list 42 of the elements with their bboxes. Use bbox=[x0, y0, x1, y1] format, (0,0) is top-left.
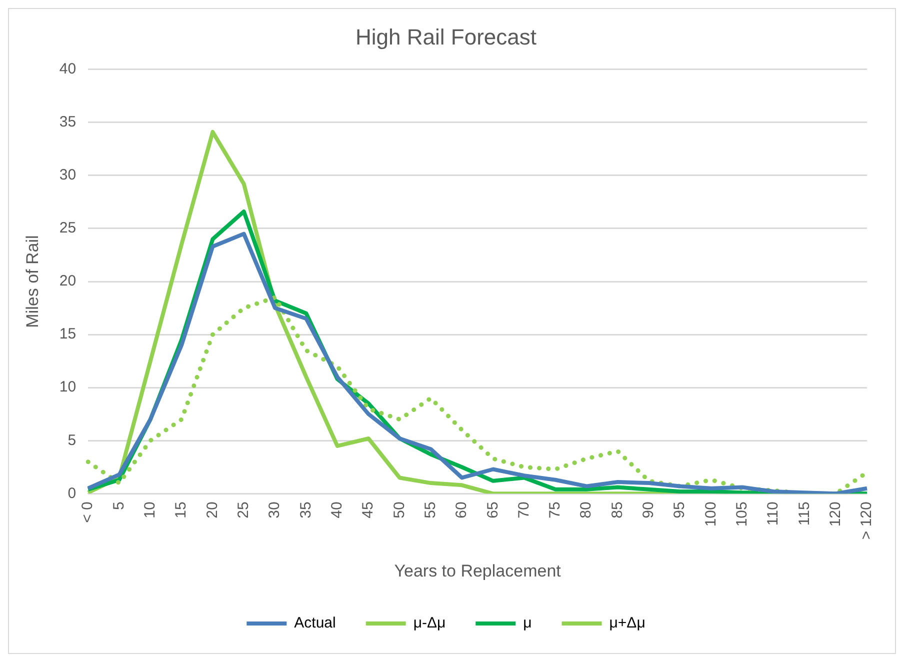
y-axis-title: Miles of Rail bbox=[22, 235, 42, 328]
y-tick-label: 15 bbox=[59, 326, 76, 343]
y-tick-label: 0 bbox=[68, 484, 76, 502]
x-tick-label: 85 bbox=[608, 502, 626, 518]
x-tick-label: 115 bbox=[796, 502, 813, 526]
y-tick-label: 10 bbox=[59, 378, 76, 396]
x-tick-label: 20 bbox=[204, 502, 221, 518]
x-axis-title: Years to Replacement bbox=[394, 561, 562, 580]
y-tick-label: 25 bbox=[59, 220, 76, 237]
x-tick-label: 45 bbox=[360, 502, 377, 518]
x-tick-label: 120 bbox=[826, 502, 844, 527]
x-tick-label: 100 bbox=[702, 502, 720, 527]
x-tick-label: 70 bbox=[515, 502, 532, 518]
chart-title: High Rail Forecast bbox=[356, 24, 536, 50]
x-tick-label: 90 bbox=[640, 502, 658, 518]
legend-label: μ-Δμ bbox=[413, 614, 446, 632]
x-tick-label: 30 bbox=[266, 502, 284, 518]
x-tick-label: > 120 bbox=[858, 502, 876, 540]
x-tick-label: 50 bbox=[390, 502, 408, 518]
x-tick-label: 40 bbox=[328, 502, 346, 518]
y-tick-label: 5 bbox=[68, 432, 76, 449]
x-tick-label: 110 bbox=[764, 502, 782, 526]
legend-label: μ+Δμ bbox=[609, 614, 646, 632]
x-tick-label: < 0 bbox=[79, 502, 96, 523]
x-tick-label: 10 bbox=[142, 502, 159, 518]
x-tick-label: 95 bbox=[671, 502, 688, 518]
x-tick-label: 55 bbox=[422, 502, 439, 518]
x-tick-label: 25 bbox=[235, 502, 252, 518]
legend-label: μ bbox=[523, 614, 532, 632]
x-tick-label: 105 bbox=[734, 502, 751, 527]
x-tick-label: 60 bbox=[453, 502, 470, 518]
y-tick-label: 30 bbox=[59, 166, 76, 184]
x-tick-label: 35 bbox=[297, 502, 314, 518]
x-tick-label: 80 bbox=[578, 502, 595, 518]
y-tick-label: 40 bbox=[59, 60, 76, 78]
x-tick-label: 5 bbox=[110, 502, 128, 510]
x-tick-label: 75 bbox=[546, 502, 564, 518]
y-tick-label: 20 bbox=[59, 272, 76, 290]
legend-label: Actual bbox=[294, 614, 336, 632]
y-tick-label: 35 bbox=[59, 114, 76, 131]
x-tick-label: 65 bbox=[484, 502, 502, 518]
x-tick-label: 15 bbox=[172, 502, 190, 518]
